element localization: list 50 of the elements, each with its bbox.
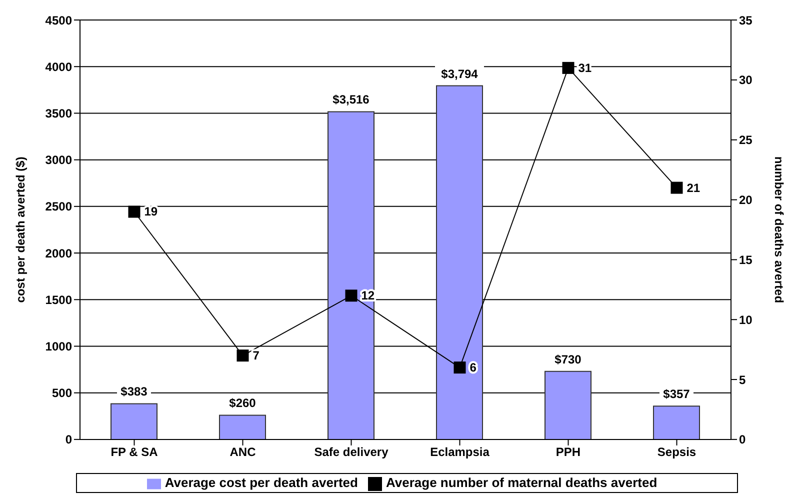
- y2-tick-label: 35: [739, 13, 753, 28]
- point: [454, 362, 466, 374]
- y2-tick-label: 30: [739, 73, 753, 88]
- data-label: $260: [229, 396, 256, 410]
- y-tick-label: 0: [65, 432, 72, 447]
- data-label: $3,516: [332, 92, 370, 107]
- y-tick-label: 3000: [45, 153, 72, 168]
- y-tick-label: 3500: [45, 106, 72, 120]
- y2-tick-label: 10: [739, 312, 753, 327]
- x-tick-label: Safe delivery: [314, 444, 389, 459]
- data-label: 6: [470, 360, 477, 375]
- x-tick-label: PPH: [556, 444, 581, 459]
- data-label: $3,794: [441, 66, 478, 81]
- bar: [219, 414, 266, 440]
- data-label: 19: [144, 204, 158, 219]
- y-axis-title: cost per death averted ($): [13, 156, 28, 303]
- x-tick-label: ANC: [230, 444, 256, 459]
- bar: [653, 406, 700, 440]
- bar: [328, 111, 374, 440]
- x-tick-label: FP & SA: [110, 444, 158, 459]
- x-tick-label: Sepsis: [657, 444, 696, 459]
- data-label: $730: [554, 352, 582, 366]
- point: [670, 182, 683, 194]
- y2-tick-label: 5: [739, 372, 746, 387]
- y2-axis-title: number of deaths averted: [772, 156, 786, 304]
- y2-tick-label: 20: [739, 193, 753, 208]
- point: [128, 206, 140, 218]
- y-tick-label: 1000: [45, 339, 72, 354]
- y-tick-label: 1500: [45, 292, 72, 307]
- bar: [544, 370, 592, 440]
- y-tick-label: 4500: [45, 13, 72, 28]
- point: [236, 350, 249, 362]
- data-label: $357: [663, 387, 690, 402]
- legend-label: Average cost per death averted: [164, 475, 358, 490]
- y2-tick-label: 0: [739, 432, 746, 447]
- y-tick-label: 500: [52, 386, 72, 400]
- point: [345, 290, 358, 302]
- data-label: 21: [686, 180, 700, 195]
- y-tick-label: 2000: [45, 246, 72, 260]
- legend-label: Average number of maternal deaths averted: [386, 475, 658, 490]
- y2-tick-label: 25: [739, 133, 753, 148]
- data-label: 7: [252, 348, 260, 363]
- x-tick-label: Eclampsia: [430, 444, 490, 459]
- point: [562, 62, 574, 74]
- y2-tick-label: 15: [739, 252, 753, 267]
- bar: [436, 85, 483, 440]
- data-label: $383: [120, 384, 148, 399]
- bar: [110, 403, 158, 440]
- y-tick-label: 2500: [45, 200, 72, 214]
- y-tick-label: 4000: [45, 60, 72, 74]
